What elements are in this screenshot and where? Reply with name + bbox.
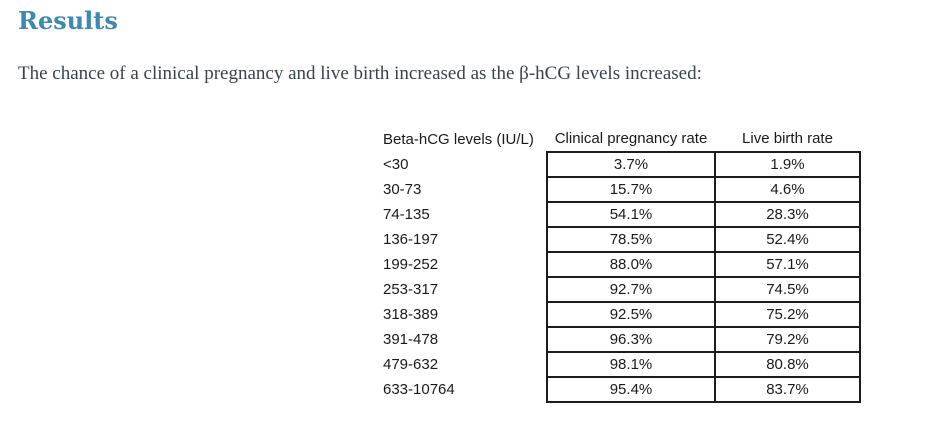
cell-live-birth-rate: 79.2% <box>714 326 861 353</box>
table-row: 74-135 54.1% 28.3% <box>383 201 861 228</box>
intro-text: The chance of a clinical pregnancy and l… <box>18 63 702 84</box>
cell-clinical-pregnancy-rate: 3.7% <box>546 151 716 178</box>
cell-live-birth-rate: 52.4% <box>714 226 861 253</box>
cell-level: 30-73 <box>383 181 422 198</box>
cell-clinical-pregnancy-rate: 88.0% <box>546 251 716 278</box>
cell-level: <30 <box>383 156 409 173</box>
results-table: Beta-hCG levels (IU/L) Clinical pregnanc… <box>383 130 861 403</box>
cell-live-birth-rate: 1.9% <box>714 151 861 178</box>
cell-clinical-pregnancy-rate: 15.7% <box>546 176 716 203</box>
results-heading: Results <box>18 6 118 35</box>
cell-level: 633-10764 <box>383 381 455 398</box>
table-row: 633-10764 95.4% 83.7% <box>383 376 861 403</box>
cell-level: 74-135 <box>383 206 430 223</box>
cell-clinical-pregnancy-rate: 92.7% <box>546 276 716 303</box>
results-table-container: Beta-hCG levels (IU/L) Clinical pregnanc… <box>383 130 947 403</box>
cell-level: 136-197 <box>383 231 439 248</box>
table-row: 199-252 88.0% 57.1% <box>383 251 861 278</box>
cell-clinical-pregnancy-rate: 98.1% <box>546 351 716 378</box>
table-row: <30 3.7% 1.9% <box>383 151 861 178</box>
cell-clinical-pregnancy-rate: 92.5% <box>546 301 716 328</box>
cell-level: 391-478 <box>383 331 439 348</box>
cell-live-birth-rate: 57.1% <box>714 251 861 278</box>
table-row: 253-317 92.7% 74.5% <box>383 276 861 303</box>
table-row: 391-478 96.3% 79.2% <box>383 326 861 353</box>
cell-level: 318-389 <box>383 306 439 323</box>
cell-level: 253-317 <box>383 281 439 298</box>
cell-clinical-pregnancy-rate: 96.3% <box>546 326 716 353</box>
cell-clinical-pregnancy-rate: 78.5% <box>546 226 716 253</box>
cell-clinical-pregnancy-rate: 54.1% <box>546 201 716 228</box>
column-header-live-birth-rate: Live birth rate <box>742 130 833 147</box>
table-row: 136-197 78.5% 52.4% <box>383 226 861 253</box>
cell-live-birth-rate: 83.7% <box>714 376 861 403</box>
cell-level: 199-252 <box>383 256 439 273</box>
cell-live-birth-rate: 4.6% <box>714 176 861 203</box>
table-row: 30-73 15.7% 4.6% <box>383 176 861 203</box>
column-header-clinical-pregnancy-rate: Clinical pregnancy rate <box>554 130 708 147</box>
cell-live-birth-rate: 28.3% <box>714 201 861 228</box>
column-header-beta-hcg-levels: Beta-hCG levels (IU/L) <box>383 130 534 148</box>
cell-live-birth-rate: 74.5% <box>714 276 861 303</box>
table-row: 318-389 92.5% 75.2% <box>383 301 861 328</box>
cell-level: 479-632 <box>383 356 439 373</box>
table-header-row: Beta-hCG levels (IU/L) Clinical pregnanc… <box>383 130 860 152</box>
cell-clinical-pregnancy-rate: 95.4% <box>546 376 716 403</box>
table-row: 479-632 98.1% 80.8% <box>383 351 861 378</box>
cell-live-birth-rate: 80.8% <box>714 351 861 378</box>
cell-live-birth-rate: 75.2% <box>714 301 861 328</box>
